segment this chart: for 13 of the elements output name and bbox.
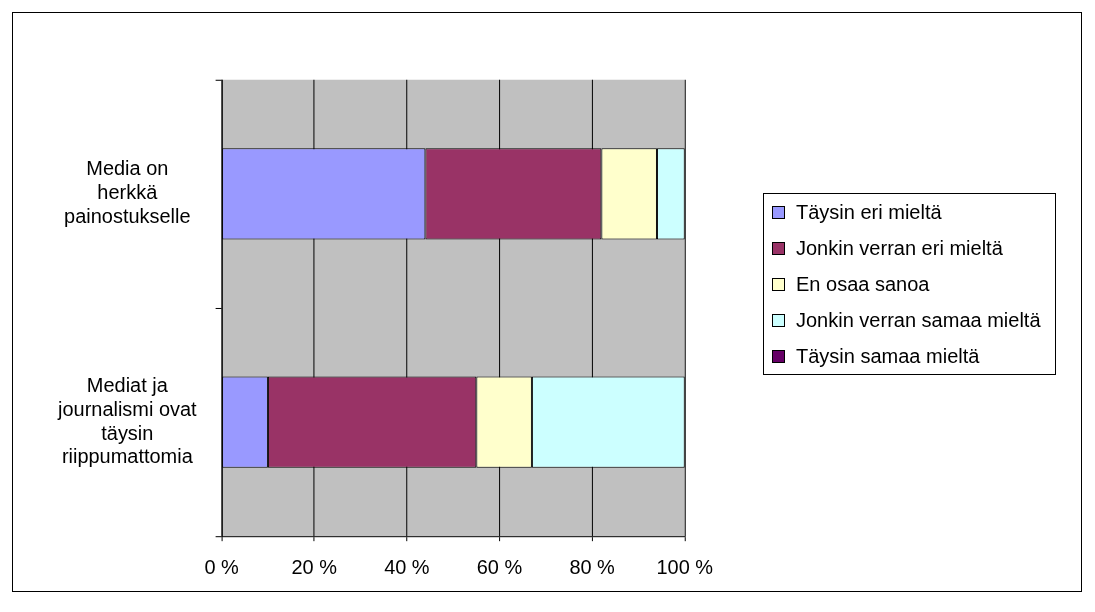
x-tick-label: 40 % [384, 555, 430, 578]
legend-label: Täysin samaa mieltä [796, 344, 980, 368]
legend-label: En osaa sanoa [796, 272, 930, 296]
x-tick-label: 60 % [476, 555, 523, 578]
x-tick-label: 80 % [569, 555, 616, 578]
y-tick-label: Mediat ja journalismi ovat täysin riippumattomia [57, 373, 198, 468]
x-tick-label: 0 % [204, 555, 240, 578]
x-tick-label: 20 % [291, 555, 338, 578]
legend-label: Jonkin verran eri mieltä [796, 236, 1003, 260]
legend-label: Jonkin verran samaa mieltä [796, 308, 1041, 332]
x-tick-label: 100 % [656, 555, 714, 578]
y-tick-label: Media on herkkä painostukselle [64, 157, 191, 228]
legend-label: Täysin eri mieltä [796, 200, 942, 224]
